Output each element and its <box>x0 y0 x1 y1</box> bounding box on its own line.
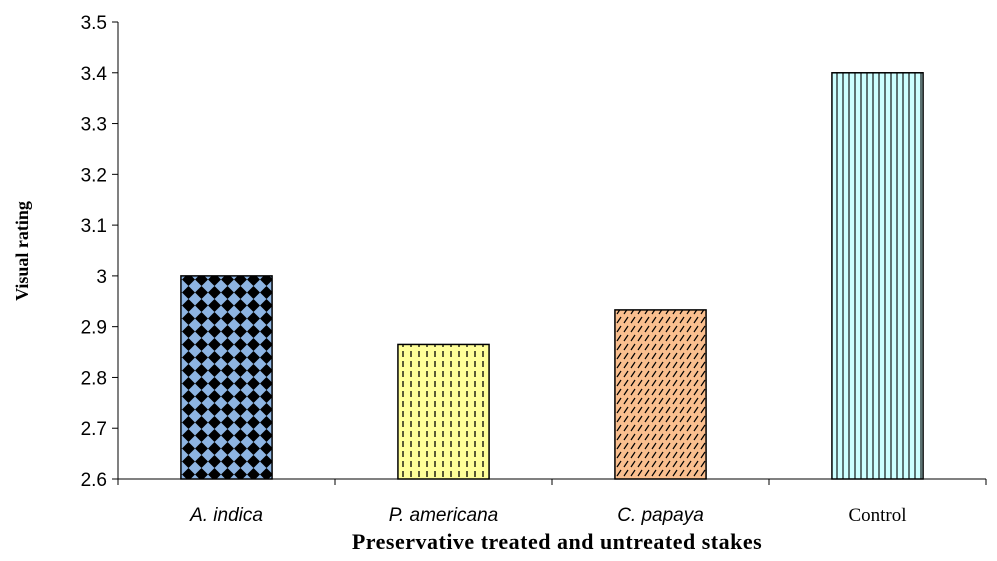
y-tick-label: 2.9 <box>81 318 107 339</box>
x-category-label: A. indica <box>189 505 263 526</box>
bar-a-indica <box>180 275 273 480</box>
x-tick-group <box>117 479 987 485</box>
y-tick-label: 2.8 <box>81 368 107 389</box>
x-axis <box>117 478 987 485</box>
x-category-label: P. americana <box>389 505 499 526</box>
y-tick-label: 3.1 <box>81 216 107 237</box>
x-category-label: C. papaya <box>617 505 704 526</box>
y-tick-label: 2.7 <box>81 419 107 440</box>
y-axis-title: Visual rating <box>12 201 32 301</box>
x-category-label: Control <box>848 505 906 526</box>
y-tick-group: 2.6 2.7 2.8 2.9 3 3.1 3.2 3.3 3.4 3.5 <box>81 13 118 491</box>
bar-group <box>180 72 924 480</box>
y-tick-label: 3.3 <box>81 115 107 136</box>
x-category-labels: A. indica P. americana C. papaya Control <box>189 505 906 526</box>
y-tick-label: 3 <box>96 267 107 288</box>
y-tick-label: 3.4 <box>81 64 108 85</box>
bar-c-papaya <box>614 309 707 480</box>
y-axis: 2.6 2.7 2.8 2.9 3 3.1 3.2 3.3 3.4 3.5 <box>81 13 119 491</box>
x-axis-title: Preservative treated and untreated stake… <box>352 529 762 554</box>
y-tick-label: 2.6 <box>81 470 107 491</box>
y-tick-label: 3.5 <box>81 13 107 34</box>
bar-p-americana <box>397 343 490 480</box>
bar-control <box>831 72 924 480</box>
y-tick-label: 3.2 <box>81 165 107 186</box>
